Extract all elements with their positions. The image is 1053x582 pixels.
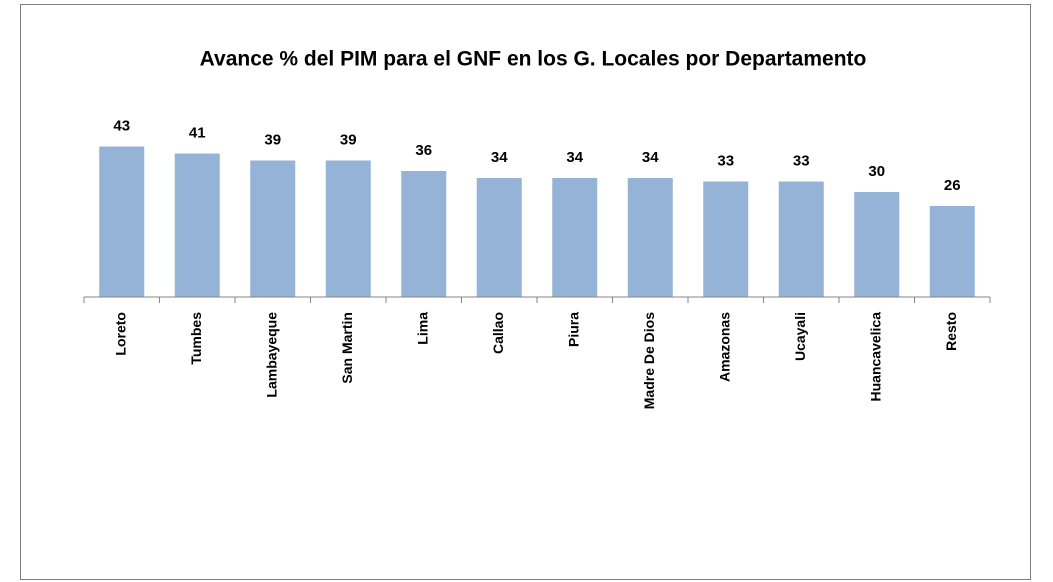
data-label: 43 [113,117,130,134]
bar [703,181,749,297]
bar [325,160,371,297]
x-tick-label: Piura [565,312,581,347]
x-tick-label: Lima [414,312,430,345]
bar [929,206,975,297]
data-label: 36 [415,142,432,159]
data-label: 41 [189,124,206,141]
x-tick-label: Tumbes [188,312,204,365]
data-label: 39 [264,131,281,148]
bar [552,178,598,297]
bar [174,153,220,297]
x-tick-label: Madre De Dios [641,312,657,409]
x-tick-label: Ucayali [792,312,808,361]
data-label: 33 [717,152,734,169]
data-label: 33 [793,152,810,169]
data-label: 30 [868,163,885,180]
x-tick-label: Amazonas [716,312,732,382]
data-label: 34 [642,149,659,166]
x-tick-label: Huancavelica [867,312,883,402]
bar [778,181,824,297]
bar [476,178,522,297]
x-tick-label: San Martin [339,312,355,384]
x-tick-label: Callao [490,312,506,354]
data-label: 34 [491,149,508,166]
bar [99,146,145,297]
chart-title: Avance % del PIM para el GNF en los G. L… [200,48,867,71]
bar [854,192,900,297]
data-label: 26 [944,177,961,194]
bar [401,171,447,297]
bar [627,178,673,297]
data-label: 39 [340,131,357,148]
x-tick-label: Resto [943,312,959,351]
bar [250,160,296,297]
x-tick-label: Lambayeque [263,312,279,398]
data-label: 34 [566,149,583,166]
x-tick-label: Loreto [112,312,128,356]
